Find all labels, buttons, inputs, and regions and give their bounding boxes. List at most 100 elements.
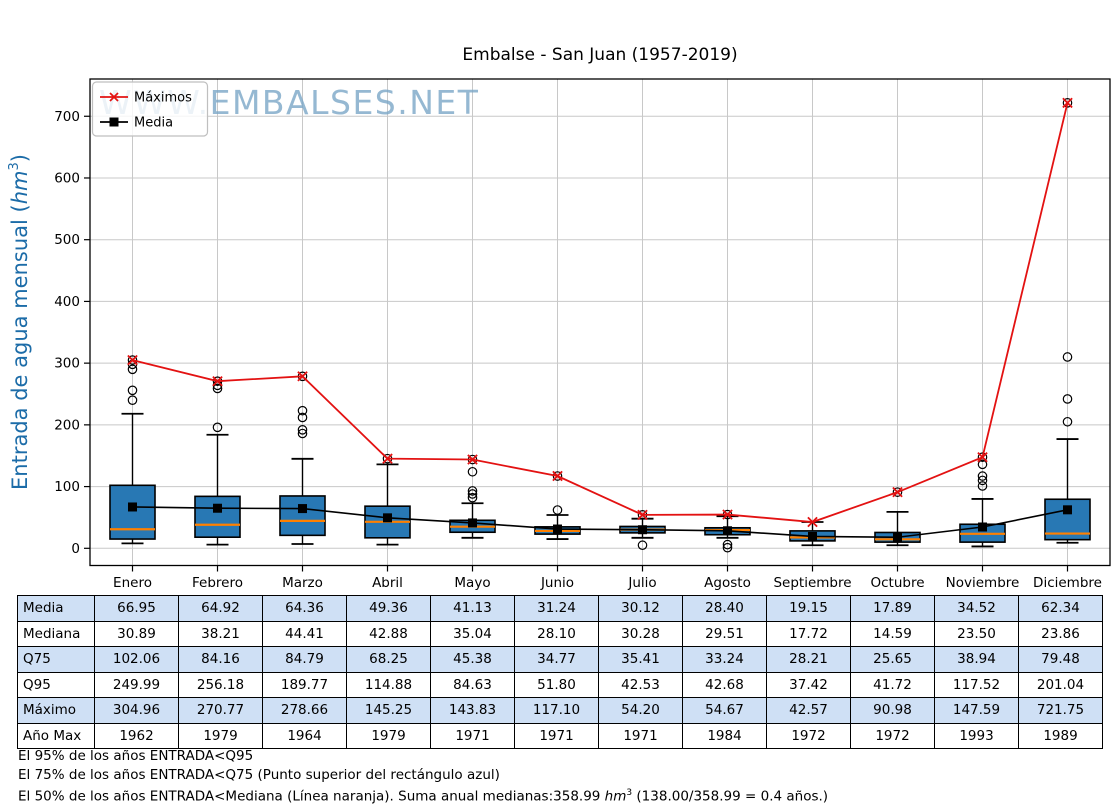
maximos-x-marker — [1062, 97, 1073, 109]
table-cell: 114.88 — [346, 671, 431, 698]
table-cell: 35.04 — [430, 620, 515, 647]
outlier-point — [127, 385, 138, 396]
legend-label: Media — [134, 116, 173, 131]
table-cell: 28.40 — [682, 595, 767, 622]
table-cell: 35.41 — [598, 646, 683, 673]
table-row-header: Q75 — [17, 646, 95, 673]
footer-note-q95: El 95% de los años ENTRADA<Q95 — [18, 748, 254, 764]
table-cell: 145.25 — [346, 697, 431, 724]
table-cell: 30.28 — [598, 620, 683, 647]
table-cell: 1971 — [514, 722, 599, 749]
table-cell: 721.75 — [1018, 697, 1103, 724]
outlier-point — [977, 471, 988, 481]
table-row-header: Q95 — [17, 671, 95, 698]
table-cell: 147.59 — [934, 697, 1019, 724]
table-cell: 64.36 — [262, 595, 347, 622]
y-tick-label: 700 — [54, 109, 80, 125]
table-cell: 23.86 — [1018, 620, 1103, 647]
outlier-point — [1062, 98, 1073, 108]
box-iqr — [109, 484, 156, 540]
legend: Máximos Media — [91, 81, 209, 137]
table-row-header: Mediana — [17, 620, 95, 647]
media-square-marker — [638, 525, 647, 535]
monthly-stats-table: Media 66.95 64.92 64.36 49.36 41.13 31.24 30.12… — [17, 595, 1103, 749]
outlier-point — [127, 395, 138, 405]
table-cell: 1984 — [682, 722, 767, 749]
table-cell: 14.59 — [850, 620, 935, 647]
table-row-q75: Q75 102.06 84.16 84.79 68.25 45.38 34.77 35.41 3… — [17, 646, 1103, 673]
box-iqr — [279, 495, 326, 537]
x-tick-label: Septiembre — [773, 575, 851, 591]
table-cell: 64.92 — [178, 595, 263, 622]
table-cell: 33.24 — [682, 646, 767, 673]
outlier-point — [1062, 416, 1073, 427]
table-cell: 38.21 — [178, 620, 263, 647]
table-row-header: Media — [17, 595, 95, 622]
table-cell: 84.79 — [262, 646, 347, 673]
square-marker-icon — [109, 117, 119, 127]
table-cell: 278.66 — [262, 697, 347, 724]
table-cell: 45.38 — [430, 646, 515, 673]
boxplot-enero — [109, 355, 156, 545]
media-square-marker — [298, 504, 307, 514]
table-cell: 42.68 — [682, 671, 767, 698]
y-axis-label: Entrada de agua mensual (hm3) — [7, 154, 32, 490]
maximos-x-marker — [127, 354, 138, 366]
table-cell: 1972 — [766, 722, 851, 749]
media-line — [132, 506, 1068, 539]
outlier-point — [467, 492, 478, 503]
box-iqr — [194, 495, 241, 538]
maximos-x-marker — [637, 509, 648, 521]
x-marker-icon — [109, 92, 119, 102]
outlier-point — [977, 452, 988, 463]
maximos-x-marker — [467, 454, 478, 465]
media-square-marker — [553, 524, 562, 534]
table-row-q95: Q95 249.99 256.18 189.77 114.88 84.63 51.80 42.… — [17, 671, 1103, 698]
footer-note-q75: El 75% de los años ENTRADA<Q75 (Punto su… — [18, 766, 500, 783]
outlier-point — [892, 487, 903, 497]
table-cell: 270.77 — [178, 697, 263, 724]
table-cell: 42.53 — [598, 671, 683, 698]
table-cell: 304.96 — [94, 697, 179, 724]
table-cell: 30.89 — [94, 620, 179, 647]
media-square-marker — [808, 531, 817, 541]
chart-title: Embalse - San Juan (1957-2019) — [462, 45, 737, 65]
table-cell: 90.98 — [850, 697, 935, 724]
outlier-point — [467, 489, 478, 499]
table-cell: 1971 — [598, 722, 683, 749]
y-tick-label: 400 — [54, 294, 80, 310]
outlier-point — [297, 428, 308, 439]
table-row-media: Media 66.95 64.92 64.36 49.36 41.13 31.24 30.12… — [17, 595, 1103, 622]
outlier-point — [1062, 394, 1073, 404]
outlier-point — [1062, 352, 1073, 362]
outlier-point — [127, 364, 138, 375]
outlier-point — [297, 405, 308, 416]
y-tick-label: 600 — [54, 170, 80, 186]
table-cell: 44.41 — [262, 620, 347, 647]
table-cell: 25.65 — [850, 646, 935, 673]
table-cell: 42.88 — [346, 620, 431, 647]
table-cell: 256.18 — [178, 671, 263, 698]
table-cell: 249.99 — [94, 671, 179, 698]
x-tick-label: Abril — [372, 575, 403, 591]
x-tick-label: Febrero — [192, 575, 243, 591]
table-cell: 19.15 — [766, 595, 851, 622]
table-cell: 62.34 — [1018, 595, 1103, 622]
footer-notes: El 95% de los años ENTRADA<Q95 El 75% de… — [18, 747, 828, 805]
boxplot-chart: WWW.EMBALSES.NETMáximosMedia010020030040… — [7, 45, 1111, 591]
table-cell: 41.13 — [430, 595, 515, 622]
table-cell: 34.77 — [514, 646, 599, 673]
maximos-x-marker — [552, 470, 563, 482]
maximos-x-marker — [977, 451, 988, 463]
table-cell: 1989 — [1018, 722, 1103, 749]
x-tick-label: Julio — [627, 575, 656, 591]
table-cell: 66.95 — [94, 595, 179, 622]
table-cell: 42.57 — [766, 697, 851, 724]
maximos-x-marker — [212, 375, 223, 387]
boxplot-marzo — [279, 371, 326, 545]
outlier-point — [127, 355, 138, 365]
media-square-marker — [128, 502, 137, 512]
table-cell: 28.10 — [514, 620, 599, 647]
table-cell: 41.72 — [850, 671, 935, 698]
